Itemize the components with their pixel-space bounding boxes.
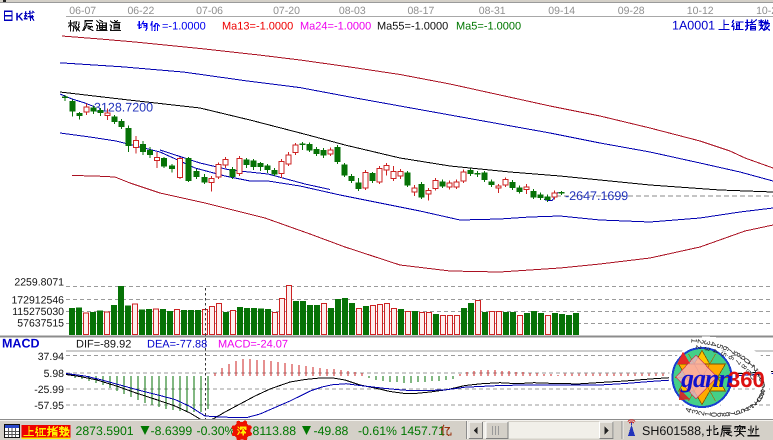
svg-text:8113.88: 8113.88 bbox=[253, 424, 297, 438]
svg-text:4: 4 bbox=[711, 348, 721, 354]
svg-text:1A0001: 1A0001 bbox=[672, 19, 715, 33]
svg-text:1: 1 bbox=[702, 411, 712, 417]
svg-text:2: 2 bbox=[748, 400, 759, 411]
svg-text:MACD: MACD bbox=[2, 337, 40, 351]
svg-text:DEA=-77.88: DEA=-77.88 bbox=[147, 339, 207, 351]
svg-text:K: K bbox=[16, 12, 24, 24]
svg-text:10-12: 10-12 bbox=[687, 5, 714, 17]
svg-text:3: 3 bbox=[689, 408, 700, 415]
svg-text:7: 7 bbox=[726, 347, 737, 356]
svg-text:2259.8071: 2259.8071 bbox=[14, 277, 64, 289]
svg-text:Ma5=-1.0000: Ma5=-1.0000 bbox=[456, 21, 521, 33]
svg-text:37.94: 37.94 bbox=[38, 351, 64, 363]
svg-text:3: 3 bbox=[745, 402, 756, 412]
svg-text:8: 8 bbox=[732, 350, 743, 359]
svg-text:9: 9 bbox=[715, 412, 725, 418]
svg-text:-49.88: -49.88 bbox=[314, 424, 349, 438]
svg-text:-8.6399: -8.6399 bbox=[151, 424, 193, 438]
svg-text:4: 4 bbox=[741, 405, 752, 414]
svg-text:gann: gann bbox=[680, 364, 732, 393]
svg-text:1457.71: 1457.71 bbox=[401, 424, 446, 438]
svg-text:4: 4 bbox=[708, 341, 719, 348]
svg-text:3: 3 bbox=[702, 346, 712, 352]
svg-text:3: 3 bbox=[702, 339, 713, 346]
svg-text:2: 2 bbox=[750, 363, 760, 374]
svg-text:08-03: 08-03 bbox=[339, 5, 366, 17]
svg-text:0: 0 bbox=[748, 372, 756, 382]
svg-text:5: 5 bbox=[714, 343, 725, 351]
svg-text:4: 4 bbox=[683, 406, 694, 413]
svg-text:115275030: 115275030 bbox=[12, 306, 64, 318]
svg-text:DIF=-89.92: DIF=-89.92 bbox=[76, 339, 131, 351]
svg-text:0: 0 bbox=[755, 394, 764, 405]
svg-text:-25.99: -25.99 bbox=[34, 384, 64, 396]
svg-text:Ma13=-1.0000: Ma13=-1.0000 bbox=[222, 21, 293, 33]
svg-text:09-28: 09-28 bbox=[618, 5, 645, 17]
svg-text:-2647.1699: -2647.1699 bbox=[565, 189, 628, 203]
svg-text:SH601588,: SH601588, bbox=[642, 424, 705, 438]
svg-text:4: 4 bbox=[755, 371, 764, 382]
svg-text:7: 7 bbox=[733, 358, 743, 366]
svg-text:2: 2 bbox=[695, 339, 706, 345]
svg-text:360: 360 bbox=[728, 367, 765, 392]
svg-text:3: 3 bbox=[753, 367, 763, 378]
svg-text:5: 5 bbox=[736, 407, 747, 415]
svg-text:5: 5 bbox=[757, 375, 766, 386]
svg-text:5: 5 bbox=[719, 351, 729, 358]
svg-text:6: 6 bbox=[731, 409, 742, 417]
svg-text:2: 2 bbox=[694, 345, 703, 350]
svg-text:0: 0 bbox=[709, 412, 719, 417]
svg-text:9: 9 bbox=[737, 353, 748, 363]
svg-text:08-17: 08-17 bbox=[407, 5, 434, 17]
svg-text:2: 2 bbox=[696, 410, 707, 416]
svg-text:6: 6 bbox=[726, 354, 736, 362]
svg-text:2873.5901: 2873.5901 bbox=[76, 424, 134, 438]
svg-text:9: 9 bbox=[744, 367, 753, 376]
svg-text:MACD=-24.07: MACD=-24.07 bbox=[218, 339, 288, 351]
svg-text:-0.61%: -0.61% bbox=[358, 424, 397, 438]
svg-text:1: 1 bbox=[752, 397, 762, 408]
svg-text:07-20: 07-20 bbox=[273, 5, 300, 17]
svg-text:57637515: 57637515 bbox=[17, 318, 64, 330]
svg-text:8: 8 bbox=[721, 411, 732, 417]
svg-text:1: 1 bbox=[689, 338, 699, 344]
svg-text:09-14: 09-14 bbox=[548, 5, 575, 17]
svg-text:8: 8 bbox=[759, 387, 765, 397]
svg-text:6: 6 bbox=[759, 379, 766, 390]
svg-text:9: 9 bbox=[757, 390, 765, 401]
svg-text:Ma24=-1.0000: Ma24=-1.0000 bbox=[300, 21, 371, 33]
svg-text:06-07: 06-07 bbox=[69, 5, 96, 17]
svg-text:08-31: 08-31 bbox=[479, 5, 506, 17]
svg-text:06-22: 06-22 bbox=[127, 5, 154, 17]
svg-text:=-1.0000: =-1.0000 bbox=[162, 21, 206, 33]
svg-text:6: 6 bbox=[720, 345, 731, 353]
svg-text:10-26: 10-26 bbox=[756, 5, 773, 17]
svg-text:-57.95: -57.95 bbox=[34, 400, 64, 412]
svg-text:-0.30%: -0.30% bbox=[197, 424, 236, 438]
svg-text:172912546: 172912546 bbox=[11, 295, 64, 307]
svg-text:3128.7200: 3128.7200 bbox=[94, 101, 153, 115]
svg-text:7: 7 bbox=[726, 410, 737, 417]
svg-text:5.98: 5.98 bbox=[44, 368, 65, 380]
svg-text:7: 7 bbox=[760, 384, 766, 394]
svg-text:Ma55=-1.0000: Ma55=-1.0000 bbox=[377, 21, 448, 33]
svg-text:1: 1 bbox=[746, 360, 757, 370]
svg-text:07-06: 07-06 bbox=[196, 5, 223, 17]
svg-text:8: 8 bbox=[739, 362, 749, 371]
svg-text:0: 0 bbox=[741, 356, 752, 366]
